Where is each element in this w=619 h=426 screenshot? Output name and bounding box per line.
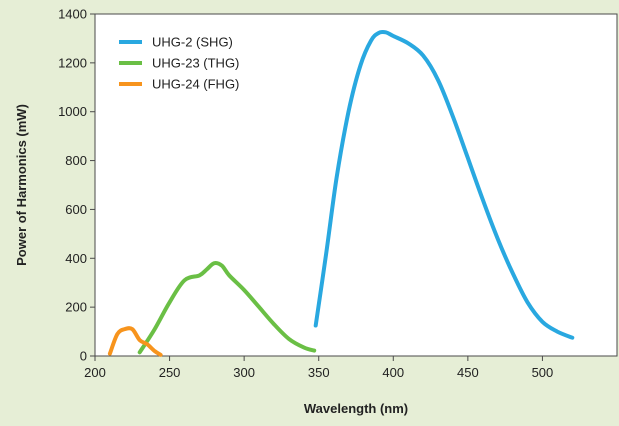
x-tick-label: 450 [457,365,479,380]
x-tick-label: 350 [308,365,330,380]
y-tick-label: 0 [80,349,87,364]
x-tick-label: 300 [233,365,255,380]
series-line-thg [137,261,317,355]
x-axis-title: Wavelength (nm) [304,401,408,416]
series-layer [107,29,575,357]
plot-area [94,13,618,357]
legend-label-thg: UHG-23 (THG) [152,56,239,71]
legend: UHG-2 (SHG) UHG-23 (THG) UHG-24 (FHG) [119,35,239,92]
y-tick-label: 200 [65,300,87,315]
x-axis: 200 250 300 350 400 450 500 [84,356,553,380]
y-tick-label: 400 [65,251,87,266]
legend-label-shg: UHG-2 (SHG) [152,35,233,50]
y-tick-label: 600 [65,202,87,217]
series-line-shg [313,29,575,340]
x-tick-label: 400 [382,365,404,380]
legend-label-fhg: UHG-24 (FHG) [152,77,239,92]
x-tick-label: 500 [532,365,554,380]
y-axis: 0 200 400 600 800 1000 1200 1400 [58,7,95,364]
y-tick-label: 1200 [58,55,87,70]
y-tick-label: 800 [65,153,87,168]
x-tick-label: 200 [84,365,106,380]
series-line-fhg [107,326,163,357]
x-tick-label: 250 [159,365,181,380]
y-tick-label: 1400 [58,7,87,22]
y-tick-label: 1000 [58,104,87,119]
y-axis-title: Power of Harmonics (mW) [14,104,29,266]
